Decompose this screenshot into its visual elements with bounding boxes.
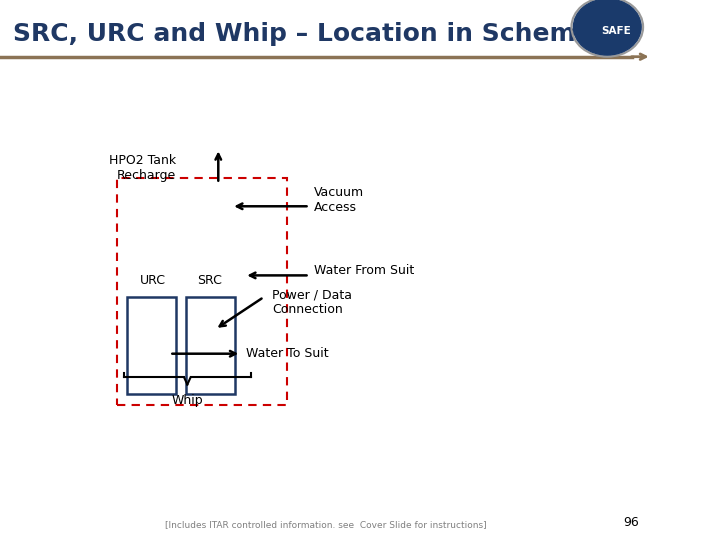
Bar	[117, 178, 287, 405]
Circle shape	[573, 0, 642, 55]
Bar	[127, 297, 176, 394]
Text: Whip: Whip	[171, 394, 203, 407]
Text: Power / Data
Connection: Power / Data Connection	[272, 288, 352, 316]
Text: HPO2 Tank
Recharge: HPO2 Tank Recharge	[109, 154, 176, 183]
Bar	[186, 297, 235, 394]
Text: SRC, URC and Whip – Location in Schematic: SRC, URC and Whip – Location in Schemati…	[13, 22, 629, 45]
Text: [Includes ITAR controlled information. see  Cover Slide for instructions]: [Includes ITAR controlled information. s…	[165, 520, 487, 529]
Text: SRC: SRC	[197, 273, 222, 287]
Text: Vacuum
Access: Vacuum Access	[314, 186, 364, 214]
Text: SAFE: SAFE	[601, 26, 631, 36]
Text: Water To Suit: Water To Suit	[246, 347, 329, 360]
Text: URC: URC	[140, 273, 166, 287]
Text: Water From Suit: Water From Suit	[314, 264, 414, 276]
Text: 96: 96	[623, 516, 639, 529]
